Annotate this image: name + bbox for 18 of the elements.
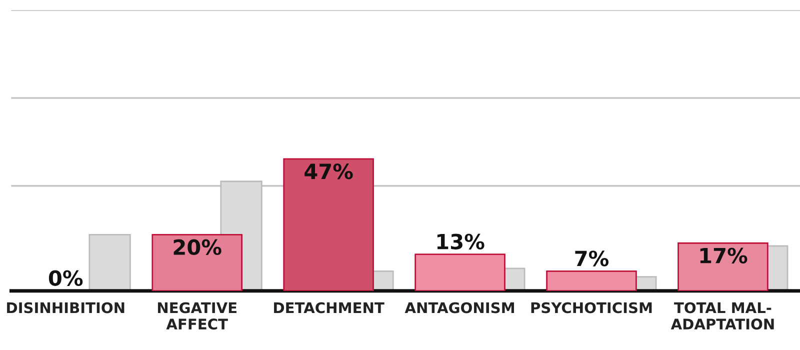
bar	[283, 158, 374, 291]
bar	[546, 270, 637, 291]
x-tick-label: ANTAGONISM	[404, 302, 514, 314]
x-tick-label: NEGATIVE AFFECT	[158, 302, 236, 330]
x-tick-label: DISINHIBITION	[7, 302, 124, 314]
bar	[414, 254, 506, 291]
x-tick-label: PSYCHOTICISM	[531, 302, 652, 314]
data-label: 20%	[174, 239, 222, 256]
data-label: 47%	[304, 164, 353, 180]
x-tick-label: DETACHMENT	[274, 302, 384, 314]
bar	[88, 234, 131, 291]
data-label: 17%	[700, 248, 748, 264]
bar	[678, 242, 768, 291]
data-label: 13%	[437, 234, 484, 250]
data-label: 0%	[48, 270, 83, 286]
bar	[152, 234, 242, 291]
x-tick-label: TOTAL MAL- ADAPTATION	[670, 302, 774, 330]
data-label: 7%	[575, 250, 609, 266]
